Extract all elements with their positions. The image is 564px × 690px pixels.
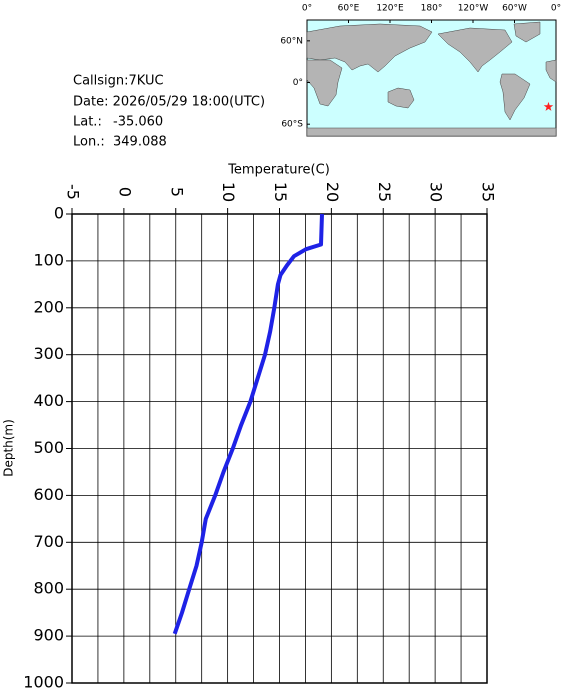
y-tick-label: 400 (33, 391, 64, 410)
map-layer: 0° 60°E 120°E 180° 120°W 60°W 0° 60°N 0° 60°S (280, 4, 561, 130)
map-x-tick-label: 120°W (458, 4, 489, 14)
y-tick-label: 1000 (23, 673, 64, 690)
map: 0° 60°E 120°E 180° 120°W 60°W 0° 60°N 0° 60°S (280, 4, 561, 137)
date: Date: 2026/05/29 18:00(UTC) (73, 95, 265, 110)
x-tick-label: 20 (323, 182, 342, 202)
map-x-tick-label: 60°W (502, 4, 527, 14)
temperature-line (172, 213, 324, 635)
y-tick-label: 600 (33, 485, 64, 504)
x-tick-label: 30 (427, 182, 446, 202)
y-tick-label: 500 (33, 438, 64, 457)
y-tick-label: 800 (33, 579, 64, 598)
map-x-tick-label: 180° (421, 4, 443, 14)
plot-frame (71, 213, 488, 684)
callsign: Callsign:7KUC (73, 74, 164, 89)
land (306, 21, 557, 137)
map-x-tick-label: 0° (302, 4, 312, 14)
x-tick-label: 0 (115, 187, 134, 197)
x-tick-label: 25 (375, 182, 394, 202)
y-tick-label: 100 (33, 250, 64, 269)
map-x-tick-label: 60°E (338, 4, 360, 14)
y-axis-label: Depth(m) (2, 419, 16, 477)
map-x-tick-label: 120°E (376, 4, 404, 14)
lon: 349.088 (113, 135, 167, 150)
y-tick-label: 300 (33, 344, 64, 363)
x-tick-label: 35 (479, 182, 498, 202)
station-marker (543, 101, 554, 111)
map-y-tick-label: 60°N (280, 36, 303, 46)
x-axis-label: Temperature(C) (227, 163, 330, 178)
lon-label: Lon.: (73, 135, 105, 150)
y-tick-label: 0 (54, 204, 64, 223)
map-x-tick-label: 0° (551, 4, 561, 14)
lat: -35.060 (113, 115, 163, 130)
x-tick-label: 15 (271, 182, 290, 202)
y-tick-label: 900 (33, 626, 64, 645)
x-tick-label: 10 (219, 182, 238, 202)
x-tick-label: -5 (64, 184, 83, 200)
y-tick-label: 200 (33, 297, 64, 316)
map-y-tick-label: 0° (293, 78, 303, 88)
y-tick-label: 700 (33, 532, 64, 551)
x-tick-label: 5 (167, 187, 186, 197)
map-y-tick-label: 60°S (281, 120, 303, 130)
lat-label: Lat.: (73, 115, 102, 130)
